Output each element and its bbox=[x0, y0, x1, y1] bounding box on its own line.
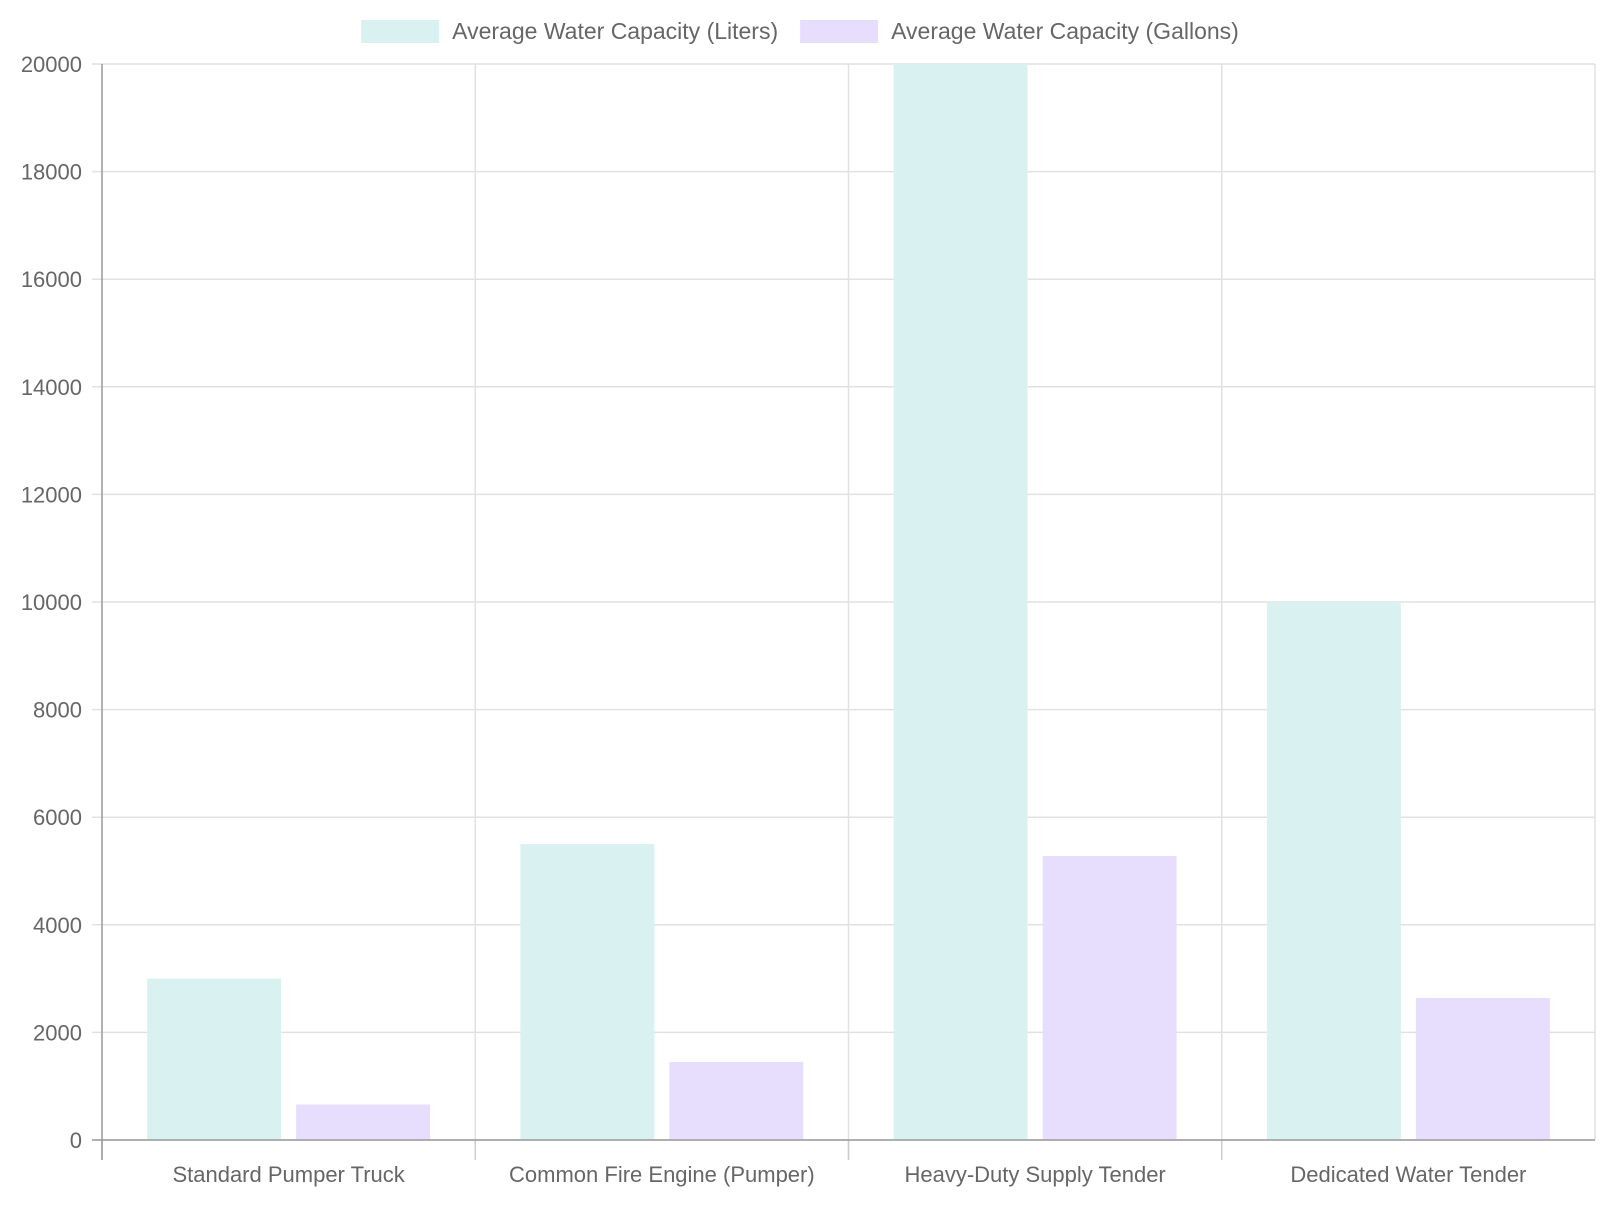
x-tick-label: Standard Pumper Truck bbox=[172, 1162, 405, 1187]
y-tick-label: 16000 bbox=[21, 267, 82, 292]
legend-label: Average Water Capacity (Gallons) bbox=[891, 18, 1239, 44]
legend-item-liters[interactable]: Average Water Capacity (Liters) bbox=[361, 18, 778, 44]
axes bbox=[92, 64, 1595, 1160]
grid-lines bbox=[92, 63, 1596, 1160]
legend-label: Average Water Capacity (Liters) bbox=[452, 18, 778, 44]
bar-gallons[interactable] bbox=[296, 1104, 431, 1140]
y-tick-label: 2000 bbox=[33, 1020, 82, 1045]
bars bbox=[147, 64, 1550, 1140]
legend-swatch bbox=[800, 20, 879, 43]
y-tick-label: 18000 bbox=[21, 160, 82, 185]
x-tick-label: Dedicated Water Tender bbox=[1290, 1162, 1526, 1187]
legend-swatch bbox=[361, 20, 440, 43]
x-axis-tick-labels: Standard Pumper Truck Common Fire Engine … bbox=[172, 1162, 1526, 1187]
y-tick-label: 14000 bbox=[21, 375, 82, 400]
x-tick-label: Common Fire Engine (Pumper) bbox=[509, 1162, 815, 1187]
bar-liters[interactable] bbox=[147, 978, 282, 1140]
bar-liters[interactable] bbox=[520, 844, 655, 1140]
y-tick-label: 10000 bbox=[21, 590, 82, 615]
y-tick-label: 8000 bbox=[33, 698, 82, 723]
bar-gallons[interactable] bbox=[1042, 855, 1177, 1140]
bar-liters[interactable] bbox=[1266, 602, 1401, 1140]
legend-item-gallons[interactable]: Average Water Capacity (Gallons) bbox=[800, 18, 1239, 44]
bar-gallons[interactable] bbox=[669, 1061, 804, 1140]
bar-liters[interactable] bbox=[893, 64, 1028, 1140]
y-tick-label: 4000 bbox=[33, 913, 82, 938]
y-tick-label: 6000 bbox=[33, 805, 82, 830]
y-tick-label: 0 bbox=[70, 1128, 82, 1153]
y-tick-label: 12000 bbox=[21, 482, 82, 507]
x-tick-label: Heavy-Duty Supply Tender bbox=[904, 1162, 1165, 1187]
legend: Average Water Capacity (Liters) Average W… bbox=[361, 18, 1239, 44]
y-axis-tick-labels: 0 2000 4000 6000 8000 10000 12000 14000 16000 180… bbox=[21, 52, 82, 1153]
y-tick-label: 20000 bbox=[21, 52, 82, 77]
bar-gallons[interactable] bbox=[1415, 997, 1550, 1140]
